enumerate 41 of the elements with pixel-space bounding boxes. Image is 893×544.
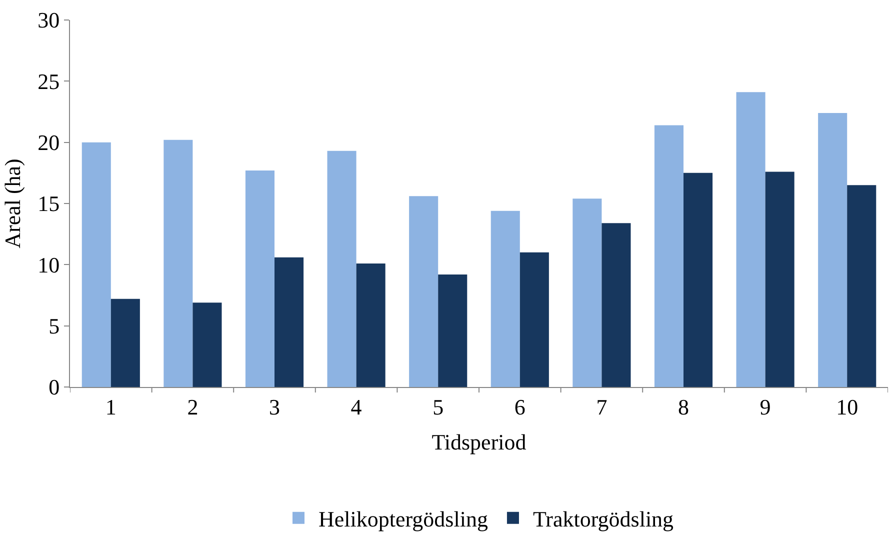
y-axis-title: Areal (ha) — [0, 158, 25, 248]
y-tick-label: 10 — [38, 252, 60, 278]
x-tick-label: 9 — [760, 394, 771, 420]
y-tick-label: 5 — [48, 314, 60, 339]
x-tick-label: 2 — [187, 394, 198, 420]
y-tick-label: 15 — [38, 191, 60, 216]
x-tick-label: 8 — [678, 394, 689, 420]
bar — [110, 298, 140, 387]
bar — [490, 210, 520, 387]
y-tick-label: 0 — [48, 374, 60, 400]
bar — [192, 302, 222, 387]
bar — [356, 263, 386, 387]
y-tick-label: 30 — [38, 8, 60, 33]
y-tick-label: 20 — [38, 130, 60, 156]
bar — [274, 257, 304, 387]
bar — [164, 140, 193, 387]
bar — [602, 223, 631, 387]
x-tick-label: 7 — [596, 394, 608, 420]
x-tick-label: 3 — [269, 394, 280, 420]
bar — [245, 170, 274, 387]
bar — [818, 112, 848, 387]
bar — [572, 198, 602, 387]
bar — [327, 150, 356, 387]
bar — [82, 142, 111, 387]
bar — [847, 185, 876, 387]
x-tick-label: 1 — [105, 394, 116, 420]
bar — [438, 274, 468, 387]
bar — [765, 172, 794, 387]
legend-label: Helikoptergödsling — [318, 506, 488, 532]
x-tick-label: 5 — [432, 394, 444, 420]
x-tick-label: 4 — [350, 394, 362, 420]
x-tick-label: 6 — [514, 394, 526, 420]
x-axis-title: Tidsperiod — [432, 429, 526, 454]
bar — [684, 172, 713, 387]
x-tick-label: 10 — [836, 394, 858, 420]
legend-label: Traktorgödsling — [532, 506, 674, 532]
bar — [654, 125, 684, 387]
bar — [736, 92, 766, 387]
y-tick-label: 25 — [38, 68, 60, 94]
bar — [409, 196, 438, 387]
bar — [520, 252, 549, 387]
